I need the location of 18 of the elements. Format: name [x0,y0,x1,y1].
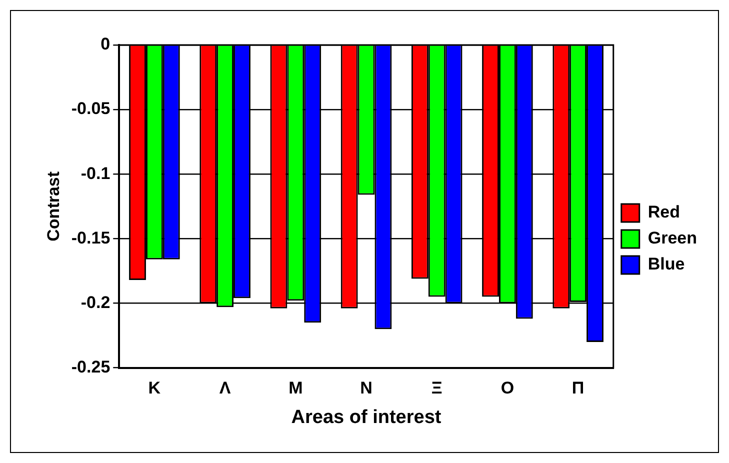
y-tick-label: -0.25 [71,357,110,376]
x-tick-label: Ν [360,378,372,398]
legend-label: Blue [648,254,685,274]
y-tick-label: -0.1 [80,164,110,183]
y-tick-label: -0.2 [80,292,110,312]
y-tick-label: 0 [100,34,110,54]
y-axis-title: Contrast [44,171,63,242]
legend-label: Red [648,202,680,222]
y-tick-label: -0.05 [71,99,110,118]
x-tick-label: Ο [500,378,514,398]
x-axis-title: Areas of interest [291,406,442,428]
x-tick-label: Μ [288,378,303,398]
legend-label: Green [648,228,698,248]
x-tick-label: Ξ [431,378,442,398]
x-tick-label: Λ [219,378,232,398]
x-tick-label: Κ [148,378,162,398]
y-tick-label: -0.15 [71,228,110,248]
x-tick-label: Π [572,378,584,398]
